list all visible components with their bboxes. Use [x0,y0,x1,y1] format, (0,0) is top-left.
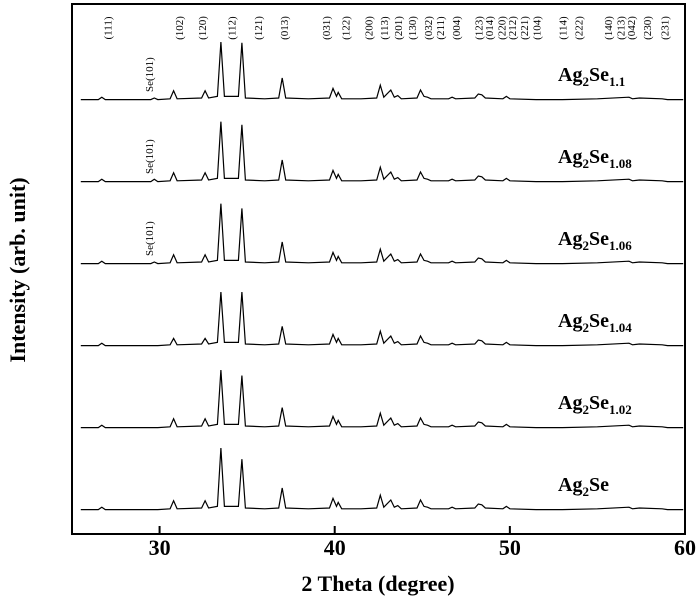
peak-label: (222) [573,16,585,40]
series-label: Ag2Se1.08 [558,146,632,172]
peak-label: (213) [615,16,627,40]
xrd-line [80,447,684,511]
peak-label: (211) [435,16,447,40]
peak-label: (230) [642,16,654,40]
x-axis-label: 2 Theta (degree) [301,571,454,596]
annotation: Se(101) [144,139,156,174]
x-tick-label: 40 [324,535,346,560]
xrd-line [80,291,684,347]
series-label: Ag2Se1.06 [558,228,632,254]
peak-label: (120) [197,16,209,40]
annotation: Se(101) [144,57,156,92]
peak-label: (111) [102,16,114,39]
xrd-line [80,203,684,265]
plot-frame [71,3,686,535]
peak-label: (140) [603,16,615,40]
peak-label: (102) [174,16,186,40]
series-label: Ag2Se [558,474,609,500]
peak-label: (220) [496,16,508,40]
xrd-line [80,41,684,101]
y-axis-label: Intensity (arb. unit) [5,177,30,362]
x-tick-label: 30 [149,535,171,560]
peak-label: (130) [407,16,419,40]
peak-label: (221) [519,16,531,40]
peak-label: (123) [474,16,486,40]
series-label: Ag2Se1.04 [558,310,632,336]
peak-label: (112) [227,16,239,40]
peak-label: (042) [626,16,638,40]
peak-label: (113) [379,16,391,40]
peak-label: (114) [558,16,570,40]
peak-label: (121) [253,16,265,40]
peak-label: (122) [341,16,353,40]
xrd-line [80,121,684,183]
peak-label: (014) [484,16,496,40]
peak-label: (212) [507,16,519,40]
annotation: Se(101) [144,221,156,256]
peak-label: (032) [423,16,435,40]
series-label: Ag2Se1.1 [558,64,625,90]
peak-label: (013) [279,16,291,40]
peak-label: (031) [321,16,333,40]
x-tick-label: 50 [499,535,521,560]
peak-label: (004) [451,16,463,40]
x-tick-label: 60 [674,535,696,560]
peak-label: (104) [531,16,543,40]
xrd-line [80,369,684,429]
peak-label: (201) [393,16,405,40]
series-label: Ag2Se1.02 [558,392,632,418]
peak-label: (200) [363,16,375,40]
peak-label: (231) [659,16,671,40]
